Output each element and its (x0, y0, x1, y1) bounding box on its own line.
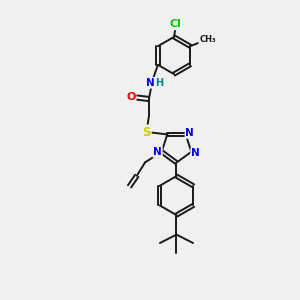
Text: S: S (142, 125, 151, 139)
Text: N: N (146, 78, 154, 88)
Text: N: N (185, 128, 194, 138)
Text: CH₃: CH₃ (199, 35, 216, 44)
Text: O: O (126, 92, 136, 103)
Text: N: N (191, 148, 200, 158)
Text: Cl: Cl (169, 19, 181, 29)
Text: N: N (153, 147, 162, 157)
Text: H: H (155, 78, 163, 88)
